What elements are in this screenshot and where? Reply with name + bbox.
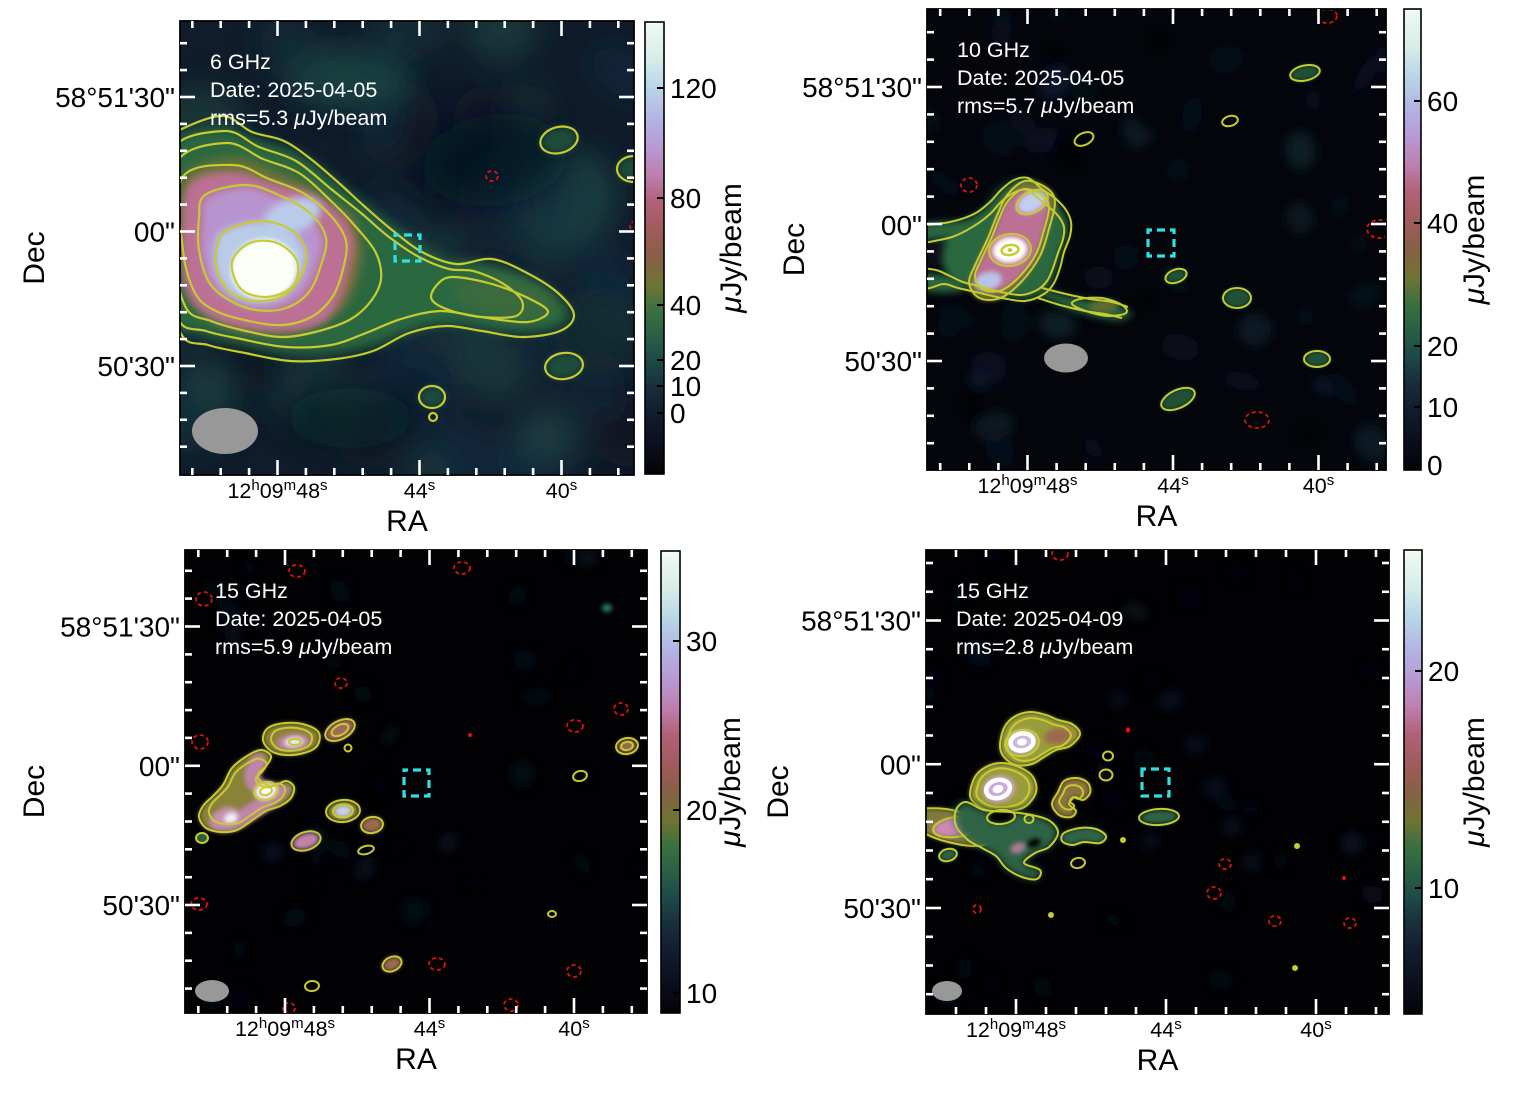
svg-text:58°51'30": 58°51'30" bbox=[801, 606, 921, 637]
svg-text:44s: 44s bbox=[404, 477, 435, 503]
svg-text:40: 40 bbox=[670, 290, 701, 321]
svg-text:Dec: Dec bbox=[778, 223, 811, 276]
svg-text:12h09m48s: 12h09m48s bbox=[235, 1015, 335, 1041]
svg-text:RA: RA bbox=[1136, 500, 1178, 533]
svg-text:00": 00" bbox=[134, 217, 175, 248]
svg-text:RA: RA bbox=[395, 1043, 437, 1076]
svg-text:00": 00" bbox=[881, 210, 922, 241]
svg-text:Date: 2025-04-05: Date: 2025-04-05 bbox=[215, 607, 382, 631]
svg-text:Date: 2025-04-09: Date: 2025-04-09 bbox=[956, 607, 1123, 631]
svg-text:20: 20 bbox=[686, 795, 717, 826]
svg-text:10 GHz: 10 GHz bbox=[957, 38, 1030, 62]
svg-text:80: 80 bbox=[670, 183, 701, 214]
svg-text:00": 00" bbox=[880, 749, 921, 780]
svg-text:15 GHz: 15 GHz bbox=[215, 579, 288, 603]
svg-text:12h09m48s: 12h09m48s bbox=[966, 1016, 1066, 1042]
svg-text:Dec: Dec bbox=[18, 231, 51, 284]
svg-text:50'30": 50'30" bbox=[843, 893, 921, 924]
svg-text:Date: 2025-04-05: Date: 2025-04-05 bbox=[210, 78, 377, 102]
svg-text:12h09m48s: 12h09m48s bbox=[977, 472, 1077, 498]
svg-text:RA: RA bbox=[1137, 1044, 1179, 1077]
svg-text:120: 120 bbox=[670, 73, 717, 104]
svg-text:Date: 2025-04-05: Date: 2025-04-05 bbox=[957, 66, 1124, 90]
svg-text:30: 30 bbox=[686, 626, 717, 657]
svg-text:50'30": 50'30" bbox=[102, 890, 180, 921]
svg-text:μJy/beam: μJy/beam bbox=[715, 183, 748, 314]
svg-text:40s: 40s bbox=[558, 1015, 589, 1041]
svg-text:10: 10 bbox=[1428, 873, 1459, 904]
svg-text:60: 60 bbox=[1427, 86, 1458, 117]
svg-text:0: 0 bbox=[670, 398, 686, 429]
svg-text:58°51'30": 58°51'30" bbox=[60, 612, 180, 643]
svg-text:Dec: Dec bbox=[762, 765, 795, 818]
svg-text:50'30": 50'30" bbox=[97, 351, 175, 382]
svg-text:58°51'30": 58°51'30" bbox=[802, 72, 922, 103]
svg-text:12h09m48s: 12h09m48s bbox=[227, 477, 327, 503]
svg-text:6 GHz: 6 GHz bbox=[210, 50, 271, 74]
svg-text:00": 00" bbox=[139, 751, 180, 782]
svg-text:20: 20 bbox=[1428, 656, 1459, 687]
svg-text:20: 20 bbox=[1427, 331, 1458, 362]
svg-text:20: 20 bbox=[670, 345, 701, 376]
svg-text:rms=2.8 μJy/beam: rms=2.8 μJy/beam bbox=[956, 635, 1133, 659]
svg-text:0: 0 bbox=[1427, 450, 1443, 481]
svg-text:15 GHz: 15 GHz bbox=[956, 579, 1029, 603]
svg-text:μJy/beam: μJy/beam bbox=[714, 717, 747, 848]
svg-text:10: 10 bbox=[1427, 392, 1458, 423]
svg-text:50'30": 50'30" bbox=[844, 346, 922, 377]
svg-text:10: 10 bbox=[670, 371, 701, 402]
svg-text:10: 10 bbox=[686, 978, 717, 1009]
svg-text:μJy/beam: μJy/beam bbox=[1458, 175, 1491, 306]
svg-text:Dec: Dec bbox=[18, 765, 51, 818]
svg-text:μJy/beam: μJy/beam bbox=[1458, 717, 1491, 848]
svg-text:rms=5.7 μJy/beam: rms=5.7 μJy/beam bbox=[957, 94, 1134, 118]
svg-text:rms=5.9 μJy/beam: rms=5.9 μJy/beam bbox=[215, 635, 392, 659]
svg-text:RA: RA bbox=[386, 505, 428, 538]
svg-text:40: 40 bbox=[1427, 208, 1458, 239]
svg-text:rms=5.3 μJy/beam: rms=5.3 μJy/beam bbox=[210, 106, 387, 130]
svg-text:58°51'30": 58°51'30" bbox=[55, 82, 175, 113]
